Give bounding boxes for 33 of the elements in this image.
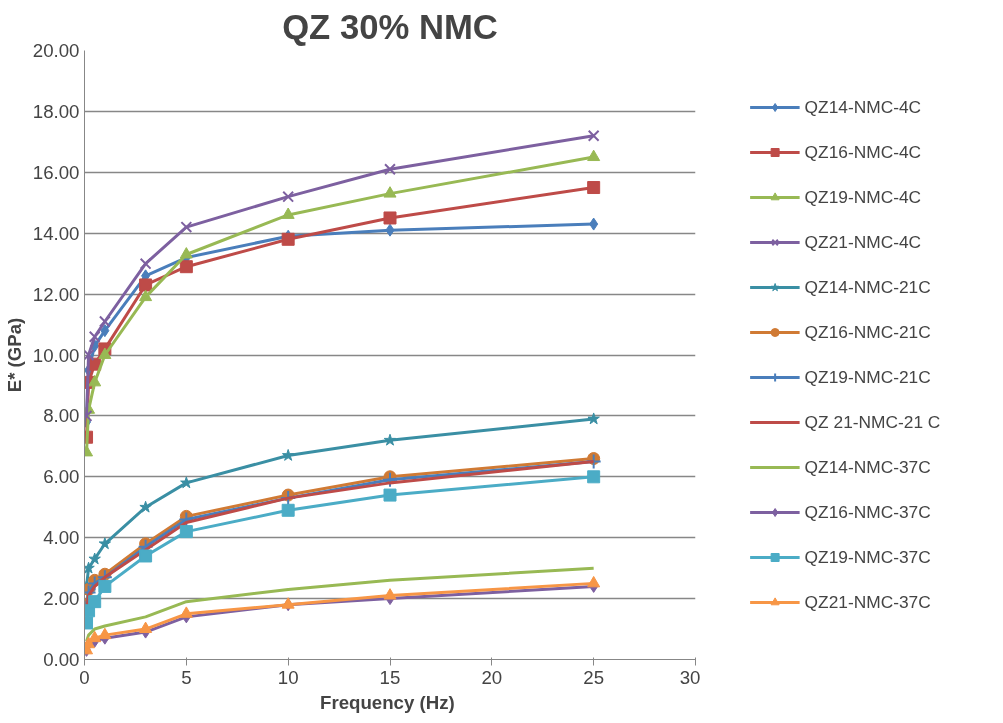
y-tick-label: 18.00: [32, 100, 80, 122]
y-axis-title: E* (GPa): [3, 317, 25, 393]
legend-label: QZ16-NMC-37C: [804, 501, 931, 523]
legend-label: QZ14-NMC-4C: [804, 96, 922, 118]
legend-label: QZ14-NMC-21C: [804, 276, 931, 298]
legend-label: QZ16-NMC-21C: [804, 321, 931, 343]
legend-label: QZ19-NMC-21C: [804, 366, 931, 388]
x-tick-label: 25: [583, 666, 605, 688]
legend-label: QZ16-NMC-4C: [804, 141, 922, 163]
legend-label: QZ21-NMC-37C: [804, 591, 931, 613]
x-tick-label: 30: [679, 666, 701, 688]
y-tick-label: 16.00: [32, 161, 80, 183]
y-tick-label: 20.00: [32, 40, 80, 61]
y-tick-label: 12.00: [32, 283, 80, 305]
y-tick-label: 8.00: [43, 405, 80, 427]
legend-label: QZ14-NMC-37C: [804, 456, 931, 478]
legend-label: QZ19-NMC-4C: [804, 186, 922, 208]
legend-label: QZ 21-NMC-21 C: [804, 411, 941, 433]
legend-label: QZ19-NMC-37C: [804, 546, 931, 568]
x-axis-title: Frequency (Hz): [320, 691, 455, 713]
y-tick-label: 6.00: [43, 466, 80, 488]
y-tick-label: 10.00: [32, 344, 80, 366]
x-tick-label: 15: [379, 666, 401, 688]
x-tick-label: 20: [481, 666, 503, 688]
y-tick-label: 2.00: [43, 588, 80, 610]
x-tick-label: 0: [79, 666, 90, 688]
y-tick-label: 14.00: [32, 222, 80, 244]
legend-label: QZ21-NMC-4C: [804, 231, 922, 253]
y-tick-label: 0.00: [43, 649, 80, 670]
x-tick-label: 10: [277, 666, 299, 688]
chart-title: QZ 30% NMC: [282, 7, 498, 46]
y-tick-label: 4.00: [43, 527, 80, 549]
x-tick-label: 5: [181, 666, 192, 688]
